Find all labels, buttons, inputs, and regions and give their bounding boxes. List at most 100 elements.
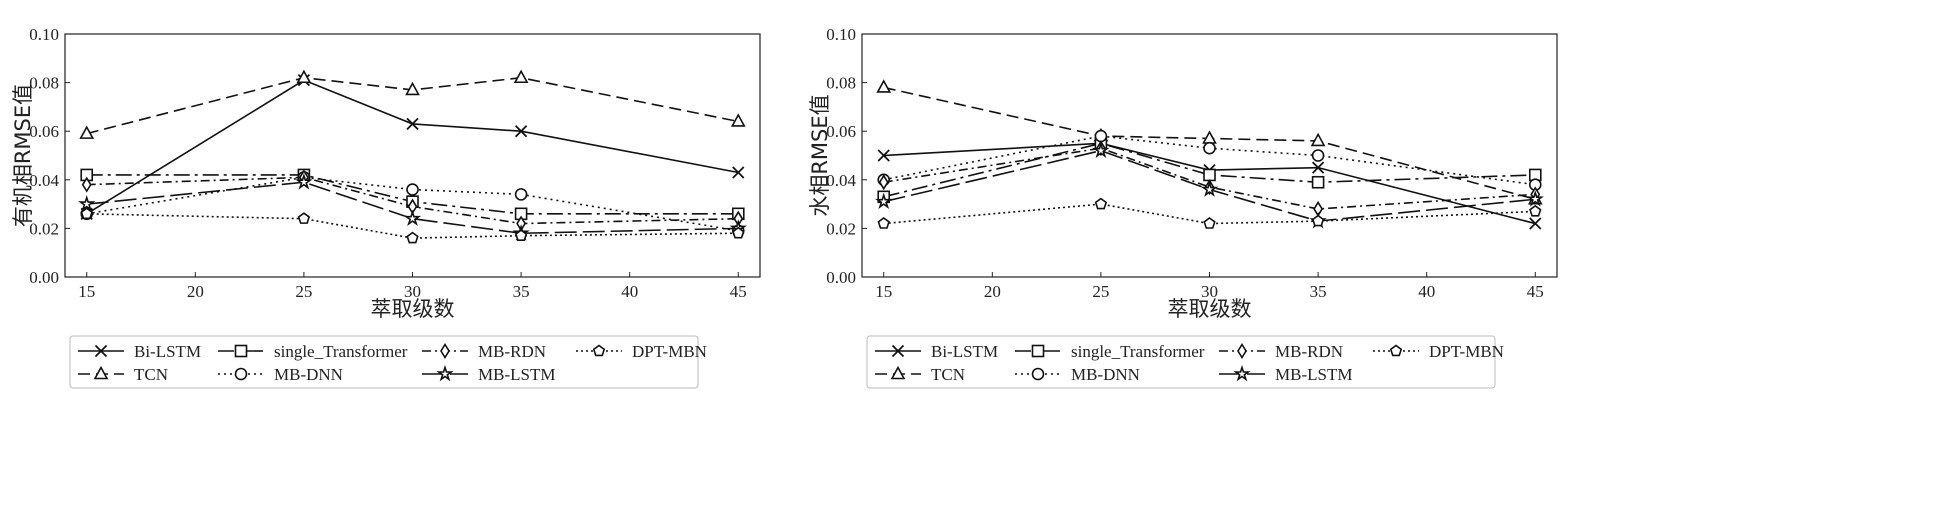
legend-box	[866, 335, 1496, 389]
legend-label: single_Transformer	[274, 342, 408, 361]
legend-marker	[1389, 344, 1403, 357]
legend-label: MB-LSTM	[1275, 365, 1352, 384]
data-point-mb-lstm	[403, 209, 422, 227]
series-dpt-mbn	[80, 207, 745, 244]
data-point-tcn	[1310, 132, 1326, 147]
y-tick-label: 0.10	[826, 25, 856, 44]
legend: Bi-LSTM single_Transformer MB-RDN DPT-MBN TC…	[69, 335, 707, 389]
x-tick-label: 45	[1527, 282, 1544, 301]
legend-marker	[93, 365, 109, 380]
legend-label: Bi-LSTM	[931, 342, 998, 361]
x-tick-label: 25	[1092, 282, 1109, 301]
data-point-mb-dnn	[406, 183, 419, 196]
data-point-bi-lstm	[514, 125, 528, 138]
y-tick-label: 0.02	[29, 219, 59, 238]
y-axis-label: 水相RMSE值	[808, 94, 832, 216]
legend-entry-mb-lstm: MB-LSTM	[422, 364, 555, 384]
legend-entry-dpt-mbn: DPT-MBN	[1373, 342, 1504, 361]
x-tick-label: 15	[78, 282, 95, 301]
data-point-mb-lstm	[875, 192, 893, 210]
series-mb-lstm	[875, 141, 1544, 229]
legend-label: MB-DNN	[1071, 365, 1140, 384]
y-tick-label: 0.02	[826, 219, 856, 238]
y-tick-label: 0.08	[29, 74, 59, 93]
data-point-tcn	[79, 125, 95, 139]
x-tick-label: 30	[1201, 282, 1218, 301]
data-point-dpt-mbn	[1311, 214, 1325, 227]
legend-marker	[234, 344, 248, 358]
x-tick-label: 15	[875, 282, 892, 301]
legend-marker	[1031, 367, 1045, 381]
legend-label: MB-RDN	[1275, 342, 1343, 361]
data-point-tcn	[296, 69, 312, 84]
legend-label: TCN	[134, 365, 168, 384]
legend-label: MB-RDN	[478, 342, 546, 361]
data-point-mb-dnn	[514, 188, 528, 201]
legend-entry-bi-lstm: Bi-LSTM	[78, 342, 201, 361]
y-tick-label: 0.10	[29, 25, 59, 44]
data-point-mb-rdn	[878, 174, 889, 191]
data-point-bi-lstm	[732, 166, 745, 179]
series-line-mb-lstm	[86, 181, 739, 235]
x-tick-label: 20	[187, 282, 204, 301]
data-point-dpt-mbn	[732, 226, 745, 239]
data-point-tcn	[405, 81, 420, 96]
data-point-bi-lstm	[406, 117, 419, 131]
legend: Bi-LSTM single_Transformer MB-RDN DPT-MBN TC…	[866, 335, 1504, 389]
chart-panel-2: 0.00 0.02 0.04 0.06 0.08 0.10 15 20 25 30 35 40 45 萃取…	[808, 25, 1558, 389]
data-point-bi-lstm	[1311, 161, 1325, 174]
y-axis-label: 有机相RMSE值	[11, 84, 35, 227]
legend-marker	[1237, 342, 1247, 360]
legend-entry-mb-dnn: MB-DNN	[218, 365, 343, 384]
data-point-mb-dnn	[1311, 149, 1325, 162]
legend-entry-mb-lstm: MB-LSTM	[1219, 364, 1352, 384]
legend-label: DPT-MBN	[1429, 342, 1504, 361]
data-point-mb-lstm	[1526, 190, 1544, 207]
legend-marker	[890, 365, 906, 380]
legend-entry-mb-rdn: MB-RDN	[1219, 342, 1343, 361]
y-tick-label: 0.00	[826, 268, 856, 287]
legend-entry-tcn: TCN	[78, 365, 168, 384]
legend-entry-mb-rdn: MB-RDN	[422, 342, 546, 361]
x-axis-label: 萃取级数	[1168, 297, 1252, 321]
y-tick-label: 0.08	[826, 74, 856, 93]
data-point-dpt-mbn	[1529, 204, 1542, 217]
legend-marker	[592, 344, 606, 357]
legend-entry-single-transformer: single_Transformer	[1015, 342, 1205, 361]
data-point-mb-lstm	[1092, 141, 1110, 159]
legend-entry-tcn: TCN	[875, 365, 965, 384]
data-point-mb-dnn	[1094, 129, 1108, 143]
chart-panel-1: 0.00 0.02 0.04 0.06 0.08 0.10 15 20 25 30 35 40 45 萃取…	[11, 25, 761, 389]
x-tick-label: 40	[621, 282, 638, 301]
legend-marker	[436, 364, 454, 382]
data-point-tcn	[513, 69, 529, 84]
series-line-mb-dnn	[86, 176, 739, 232]
legend-marker	[1031, 344, 1045, 358]
data-point-dpt-mbn	[514, 229, 528, 241]
legend-label: MB-LSTM	[478, 365, 555, 384]
series-line-mb-rdn	[883, 147, 1536, 210]
legend-entry-single-transformer: single_Transformer	[218, 342, 408, 361]
x-axis-label: 萃取级数	[371, 297, 455, 321]
series-line-dpt-mbn	[883, 203, 1536, 225]
data-point-dpt-mbn	[406, 231, 419, 244]
data-point-tcn	[876, 79, 892, 93]
legend-label: single_Transformer	[1071, 342, 1205, 361]
plot-frame	[861, 33, 1558, 278]
data-point-mb-lstm	[295, 173, 313, 190]
legend-entry-bi-lstm: Bi-LSTM	[875, 342, 998, 361]
legend-label: Bi-LSTM	[134, 342, 201, 361]
data-point-bi-lstm	[1529, 217, 1542, 230]
y-tick-label: 0.04	[826, 171, 856, 190]
y-tick-label: 0.06	[29, 122, 59, 141]
legend-marker	[440, 342, 450, 360]
x-tick-label: 20	[984, 282, 1001, 301]
series-tcn	[79, 69, 746, 139]
legend-label: DPT-MBN	[632, 342, 707, 361]
legend-box	[69, 335, 699, 389]
legend-label: MB-DNN	[274, 365, 343, 384]
series-mb-rdn	[81, 169, 744, 232]
data-point-mb-lstm	[1200, 180, 1219, 197]
data-point-single-transformer	[1203, 168, 1216, 182]
